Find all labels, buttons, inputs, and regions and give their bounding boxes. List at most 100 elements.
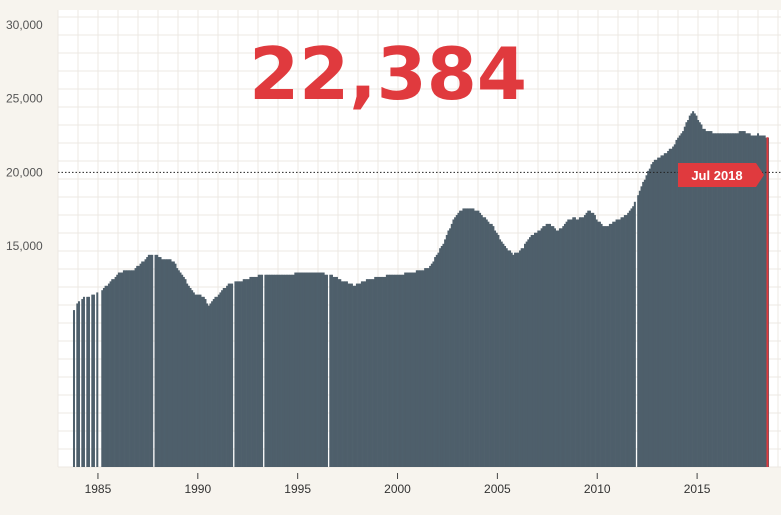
x-axis: 1985 1990 1995 2000 2005 2010 2015 xyxy=(85,473,711,496)
area-column xyxy=(435,254,438,467)
area-column xyxy=(199,294,202,467)
area-column xyxy=(685,122,688,468)
area-column xyxy=(459,210,462,467)
area-column xyxy=(422,270,425,467)
area-column xyxy=(276,274,279,467)
area-column xyxy=(430,263,433,467)
area-column xyxy=(520,248,523,467)
x-tick-label: 2010 xyxy=(584,482,611,496)
area-column xyxy=(229,283,232,467)
area-column xyxy=(236,281,239,467)
area-column xyxy=(427,268,430,467)
area-column xyxy=(349,283,352,467)
area-column xyxy=(467,208,470,467)
area-column xyxy=(310,272,313,467)
area-column xyxy=(375,276,378,467)
area-column xyxy=(578,217,581,467)
area-column xyxy=(500,241,503,467)
area-column xyxy=(743,131,746,467)
area-column xyxy=(384,276,387,467)
area-column xyxy=(760,135,763,467)
area-column xyxy=(653,159,656,467)
area-column xyxy=(382,276,385,467)
area-column xyxy=(460,210,463,467)
area-column xyxy=(407,272,410,467)
area-column xyxy=(558,228,561,467)
area-column xyxy=(239,281,242,467)
area-column xyxy=(101,290,104,467)
area-column xyxy=(164,259,167,467)
area-column xyxy=(655,159,658,467)
area-column xyxy=(647,170,650,468)
area-column xyxy=(347,283,350,467)
area-column xyxy=(161,259,164,467)
area-column xyxy=(570,219,573,467)
area-column xyxy=(663,153,666,467)
area-column xyxy=(202,296,205,467)
area-column xyxy=(758,135,761,467)
area-column xyxy=(86,296,89,467)
area-column xyxy=(735,133,738,468)
area-column xyxy=(568,219,571,467)
area-column xyxy=(372,279,375,467)
area-column xyxy=(454,217,457,467)
area-column xyxy=(369,279,372,467)
area-column xyxy=(142,261,145,467)
x-tick-label: 1995 xyxy=(284,482,311,496)
area-column xyxy=(613,221,616,467)
area-column xyxy=(588,210,591,467)
area-column xyxy=(507,250,510,467)
area-column xyxy=(733,133,736,468)
area-column xyxy=(484,217,487,467)
area-column xyxy=(592,212,595,467)
area-column xyxy=(658,157,661,467)
area-column xyxy=(763,135,766,467)
area-column xyxy=(404,272,407,467)
area-column xyxy=(360,281,363,467)
area-column xyxy=(305,272,308,467)
area-column xyxy=(434,257,437,467)
area-column xyxy=(314,272,317,467)
area-column xyxy=(464,208,467,467)
area-column xyxy=(450,223,453,467)
area-column xyxy=(462,208,465,467)
area-column xyxy=(580,217,583,467)
area-column xyxy=(555,230,558,467)
area-column xyxy=(277,274,280,467)
area-column xyxy=(449,228,452,467)
area-column xyxy=(707,131,710,467)
area-column xyxy=(114,276,117,467)
area-column xyxy=(595,219,598,467)
area-column xyxy=(367,279,370,467)
area-column xyxy=(156,254,159,467)
area-column xyxy=(339,279,342,467)
area-column xyxy=(489,223,492,467)
area-column xyxy=(452,219,455,467)
area-column xyxy=(264,274,267,467)
area-column xyxy=(342,281,345,467)
area-column xyxy=(482,217,485,467)
area-column xyxy=(332,276,335,467)
area-column xyxy=(557,230,560,467)
area-column xyxy=(204,299,207,467)
area-column xyxy=(440,246,443,467)
area-column xyxy=(575,219,578,467)
area-column xyxy=(480,215,483,467)
area-column xyxy=(169,259,172,467)
area-column xyxy=(494,230,497,467)
area-column xyxy=(515,252,518,467)
area-column xyxy=(402,274,405,467)
area-column xyxy=(652,162,655,467)
area-column xyxy=(633,201,636,468)
area-column xyxy=(267,274,270,467)
area-column xyxy=(241,281,244,467)
area-column xyxy=(307,272,310,467)
area-column xyxy=(607,226,610,467)
area-column xyxy=(562,226,565,467)
area-column xyxy=(432,261,435,467)
area-column xyxy=(294,272,297,467)
area-column xyxy=(374,276,377,467)
area-column xyxy=(392,274,395,467)
area-column xyxy=(514,252,517,467)
